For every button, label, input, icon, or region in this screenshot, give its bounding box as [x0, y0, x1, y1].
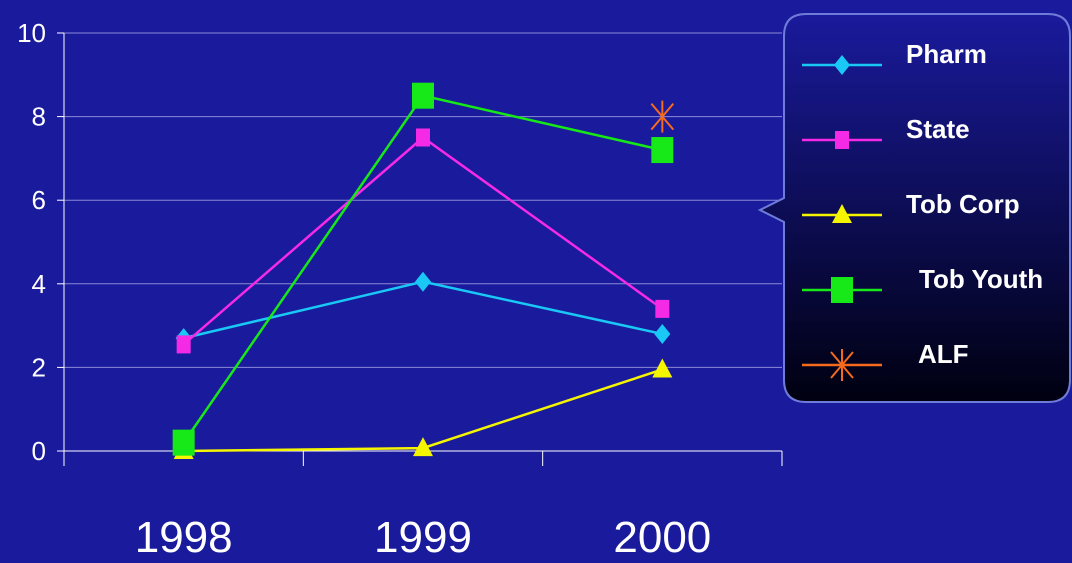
legend-label: Pharm: [906, 39, 987, 69]
y-tick-label: 10: [17, 18, 46, 48]
data-point-tob-youth: [172, 429, 195, 456]
asterisk-stroke: [830, 351, 854, 379]
data-point-state: [416, 128, 430, 147]
series-pharm: [175, 271, 671, 349]
data-point-pharm: [415, 271, 431, 292]
data-point-state: [655, 299, 670, 318]
legend-item-alf: ALF: [802, 339, 969, 381]
data-point-pharm: [654, 323, 671, 344]
legend-marker: [834, 55, 850, 75]
y-axis-ticks: 0 2 4 6 8 10: [17, 18, 64, 466]
y-tick-label: 4: [32, 269, 46, 299]
legend: Pharm State Tob Corp Tob Youth ALF: [757, 13, 1071, 403]
series-line-state: [182, 135, 664, 346]
asterisk-stroke: [650, 102, 675, 131]
y-tick-label: 2: [32, 352, 46, 382]
series-tob-youth: [172, 82, 674, 456]
data-point-state: [176, 335, 191, 354]
x-tick-label: 2000: [613, 513, 711, 562]
legend-item-tob-youth: Tob Youth: [802, 264, 1043, 303]
data-point-tob-youth: [412, 82, 434, 109]
data-point-tob-corp: [413, 437, 433, 457]
legend-label: Tob Corp: [906, 189, 1020, 219]
y-tick-label: 6: [32, 185, 46, 215]
y-tick-label: 8: [32, 102, 46, 132]
series-line-tob-youth: [182, 94, 663, 444]
series-lines: [172, 82, 675, 459]
series-state: [176, 128, 670, 354]
data-point-tob-corp: [652, 358, 673, 378]
legend-item-state: State: [802, 114, 970, 149]
legend-marker: [832, 204, 852, 223]
legend-label: ALF: [918, 339, 969, 369]
series-tob-corp: [173, 358, 673, 459]
legend-item-tob-corp: Tob Corp: [802, 189, 1020, 223]
legend-label: State: [906, 114, 970, 144]
series-alf: [650, 100, 675, 133]
x-axis-ticks: 1998 1999 2000: [135, 451, 783, 562]
legend-marker: [830, 349, 854, 381]
data-point-tob-youth: [651, 137, 674, 164]
legend-label: Tob Youth: [919, 264, 1043, 294]
x-tick-label: 1999: [374, 513, 472, 562]
legend-marker: [831, 277, 853, 303]
legend-item-pharm: Pharm: [802, 39, 987, 75]
x-tick-label: 1998: [135, 513, 233, 562]
data-point-alf: [650, 100, 675, 133]
legend-box: [757, 13, 1071, 403]
legend-marker: [835, 131, 849, 149]
y-tick-label: 0: [32, 436, 46, 466]
